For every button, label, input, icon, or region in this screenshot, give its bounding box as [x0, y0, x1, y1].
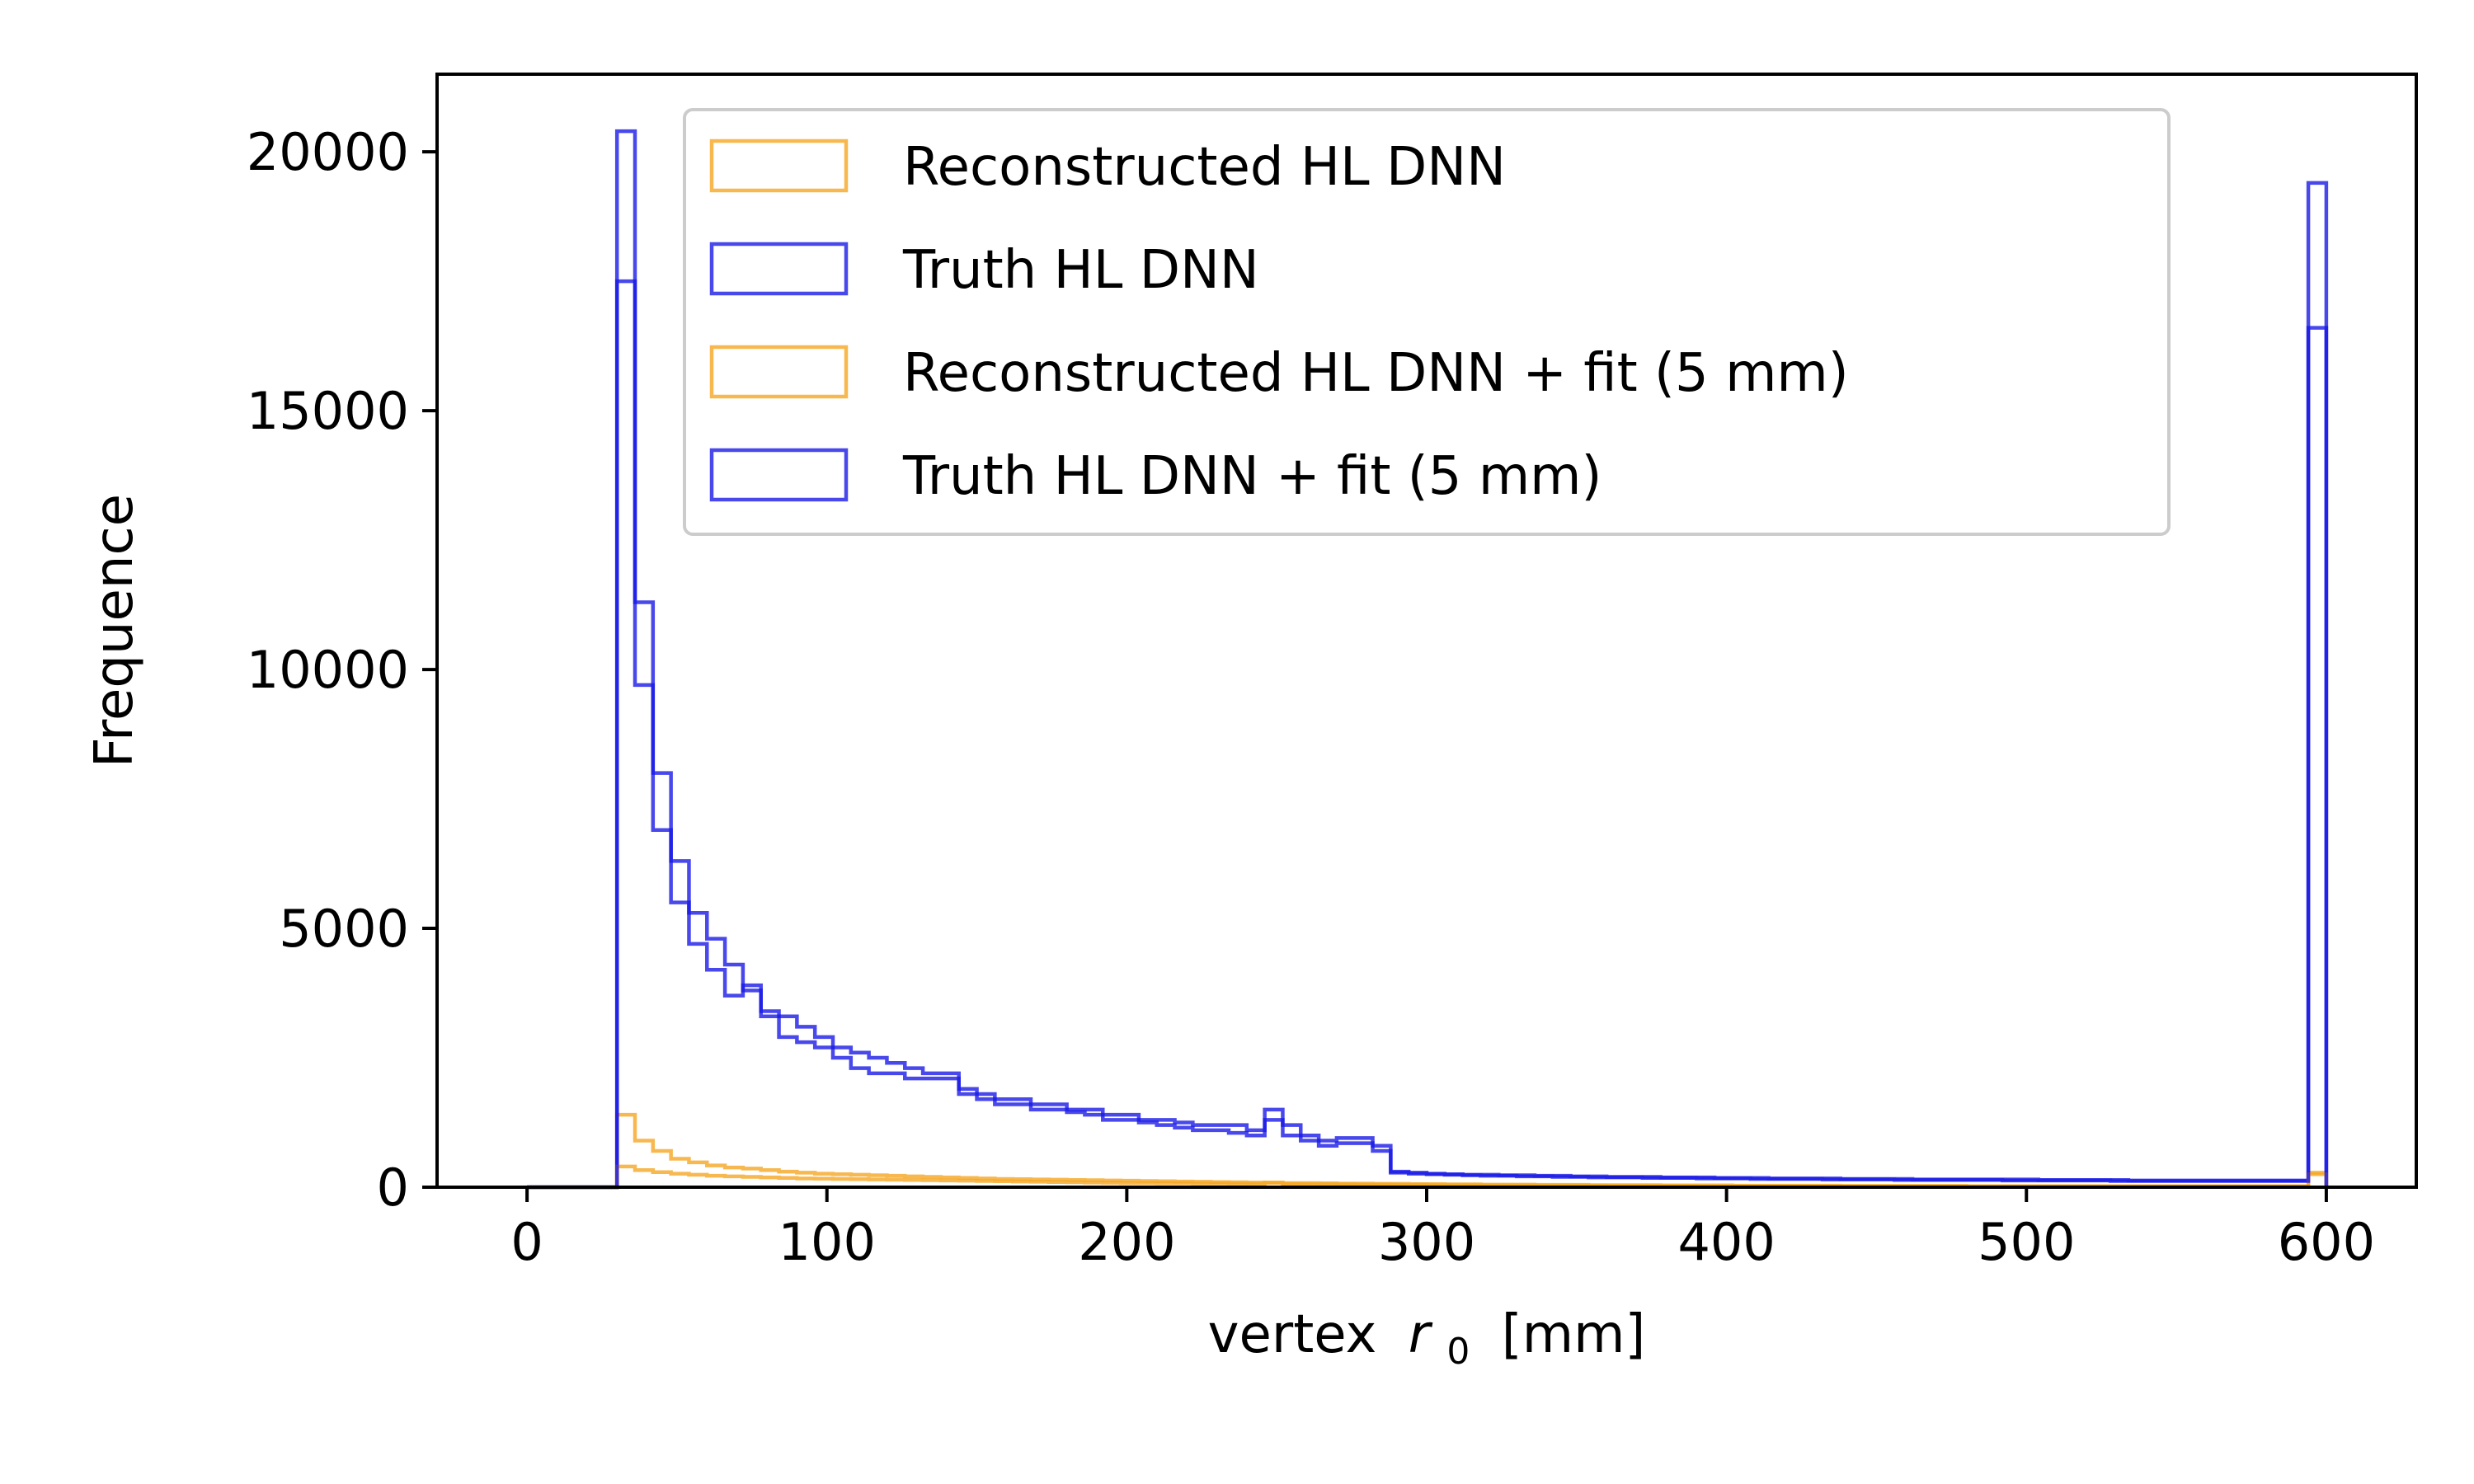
- x-tick-label: 0: [510, 1212, 543, 1272]
- legend-swatch-2: [709, 242, 849, 296]
- x-axis-label-symbol: r: [1409, 1304, 1433, 1365]
- legend-label-4: Truth HL DNN + fit (5 mm): [902, 446, 1602, 507]
- x-axis-label-subscript: 0: [1446, 1331, 1470, 1373]
- y-tick-label: 20000: [247, 122, 409, 182]
- y-axis: 0 5000 10000 15000 20000: [247, 122, 437, 1218]
- x-tick-label: 100: [778, 1212, 876, 1272]
- x-axis-label-text: vertex: [1208, 1304, 1377, 1365]
- legend-label-3: Reconstructed HL DNN + fit (5 mm): [903, 343, 1849, 404]
- y-tick-label: 0: [377, 1158, 409, 1218]
- x-axis-label: vertex r 0 [mm]: [1208, 1304, 1646, 1377]
- y-tick-label: 10000: [247, 640, 409, 700]
- legend-label-2: Truth HL DNN: [902, 240, 1259, 301]
- series-line-4: [527, 279, 2329, 1190]
- x-axis: 0 100 200 300 400 500 600: [510, 1187, 2375, 1272]
- legend-swatch-3: [709, 345, 849, 399]
- x-tick-label: 600: [2278, 1212, 2375, 1272]
- legend-swatch-4: [709, 448, 849, 502]
- x-tick-label: 300: [1378, 1212, 1475, 1272]
- legend-swatch-1: [709, 139, 849, 193]
- x-axis-label-unit: [mm]: [1502, 1304, 1646, 1365]
- legend-box: [683, 108, 2171, 536]
- legend: Reconstructed HL DNN Truth HL DNN Reconstr…: [683, 108, 2171, 536]
- x-tick-label: 200: [1078, 1212, 1175, 1272]
- legend-label-1: Reconstructed HL DNN: [903, 137, 1506, 198]
- x-tick-label: 500: [1978, 1212, 2075, 1272]
- x-tick-label: 400: [1677, 1212, 1775, 1272]
- y-axis-label: Frequence: [84, 494, 145, 768]
- y-tick-label: 5000: [279, 899, 409, 959]
- y-tick-label: 15000: [247, 381, 409, 441]
